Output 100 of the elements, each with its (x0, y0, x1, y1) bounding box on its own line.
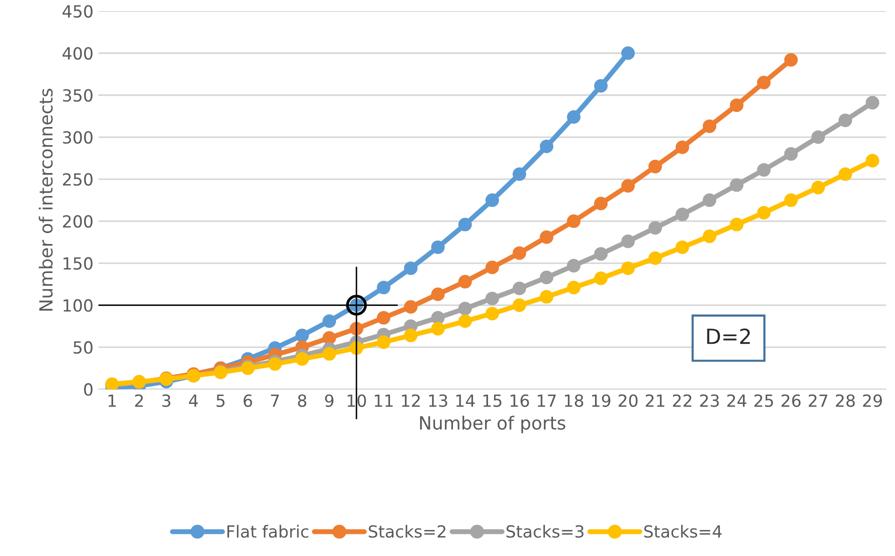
point (512, 167, 526, 181)
point (566, 258, 580, 272)
point (268, 357, 282, 371)
x-tick-label: 29 (863, 394, 882, 407)
x-tick-label: 2 (135, 394, 143, 407)
point (458, 302, 472, 316)
point (295, 328, 309, 342)
legend-label: Stacks=4 (644, 524, 722, 538)
point (838, 114, 852, 128)
y-tick-label: 450 (62, 5, 92, 18)
point (404, 328, 418, 342)
point (621, 234, 635, 248)
point (485, 292, 500, 306)
x-tick-label: 17 (538, 394, 556, 407)
x-tick-label: 25 (754, 394, 773, 407)
point (757, 76, 771, 90)
x-tick-label: 4 (189, 394, 198, 407)
point (540, 290, 554, 304)
legend-label: Flat fabric (227, 524, 308, 538)
x-tick-label: 28 (836, 394, 855, 407)
point (458, 314, 472, 328)
y-tick-label: 100 (64, 299, 92, 312)
x-tick-label: 15 (483, 394, 502, 407)
point (594, 272, 608, 286)
legend-label: Stacks=2 (368, 524, 446, 538)
point (594, 247, 608, 261)
point (431, 240, 445, 254)
point (322, 347, 336, 361)
point (784, 147, 798, 161)
point (376, 311, 390, 325)
point (404, 300, 418, 314)
point (621, 261, 635, 275)
point (431, 311, 445, 325)
y-tick-label: 150 (64, 257, 92, 270)
x-tick-label: 16 (510, 394, 529, 407)
x-tick-label: 5 (216, 394, 225, 407)
point (757, 163, 771, 177)
point (594, 196, 608, 210)
point (702, 230, 716, 244)
y-axis-title: Number of interconnects (38, 88, 53, 311)
point (376, 280, 390, 294)
point (621, 46, 635, 60)
point (322, 331, 336, 345)
point (621, 179, 635, 193)
point (295, 352, 309, 366)
point (676, 208, 690, 222)
x-tick-label: 19 (592, 394, 610, 407)
point (866, 154, 880, 168)
point (730, 178, 744, 192)
point (757, 206, 771, 220)
point (648, 160, 662, 174)
x-tick-label: 18 (564, 394, 584, 407)
point (730, 218, 744, 232)
point (540, 270, 554, 284)
x-tick-label: 12 (402, 394, 420, 407)
x-tick-label: 26 (782, 394, 801, 407)
x-tick-label: 7 (271, 394, 279, 407)
x-tick-label: 24 (727, 394, 746, 407)
y-tick-label: 350 (63, 89, 92, 102)
point (485, 193, 500, 207)
point (702, 193, 716, 207)
point (648, 221, 662, 235)
x-tick-label: 13 (429, 394, 448, 407)
point (811, 130, 825, 144)
point (485, 260, 500, 274)
x-tick-label: 23 (700, 394, 719, 407)
annotation: D=2 (707, 328, 750, 344)
point (730, 98, 744, 112)
x-tick-label: 22 (672, 394, 692, 407)
legend-label: Stacks=3 (506, 524, 584, 538)
point (784, 53, 798, 67)
x-tick-label: 27 (808, 394, 828, 407)
point (376, 335, 390, 349)
point (566, 110, 580, 124)
x-tick-label: 6 (244, 394, 252, 407)
point (811, 180, 825, 194)
point (431, 322, 445, 336)
x-axis-title: Number of ports (420, 416, 566, 434)
x-tick-label: 1 (108, 394, 116, 407)
point (458, 274, 472, 288)
point (594, 79, 608, 93)
point (540, 140, 554, 154)
point (676, 140, 690, 154)
y-tick-label: 300 (63, 131, 92, 144)
point (866, 96, 880, 110)
x-tick-label: 9 (325, 394, 334, 407)
point (648, 251, 662, 265)
point (512, 282, 526, 296)
point (458, 218, 472, 232)
x-tick-label: 20 (618, 394, 638, 407)
y-tick-label: 400 (62, 47, 92, 60)
y-tick-label: 0 (84, 383, 92, 396)
y-tick-label: 250 (63, 173, 92, 186)
x-tick-label: 8 (298, 394, 306, 407)
x-tick-label: 3 (162, 394, 170, 407)
point (540, 230, 554, 244)
point (512, 298, 526, 312)
point (676, 240, 690, 254)
x-tick-label: 11 (374, 394, 393, 407)
point (566, 214, 580, 228)
